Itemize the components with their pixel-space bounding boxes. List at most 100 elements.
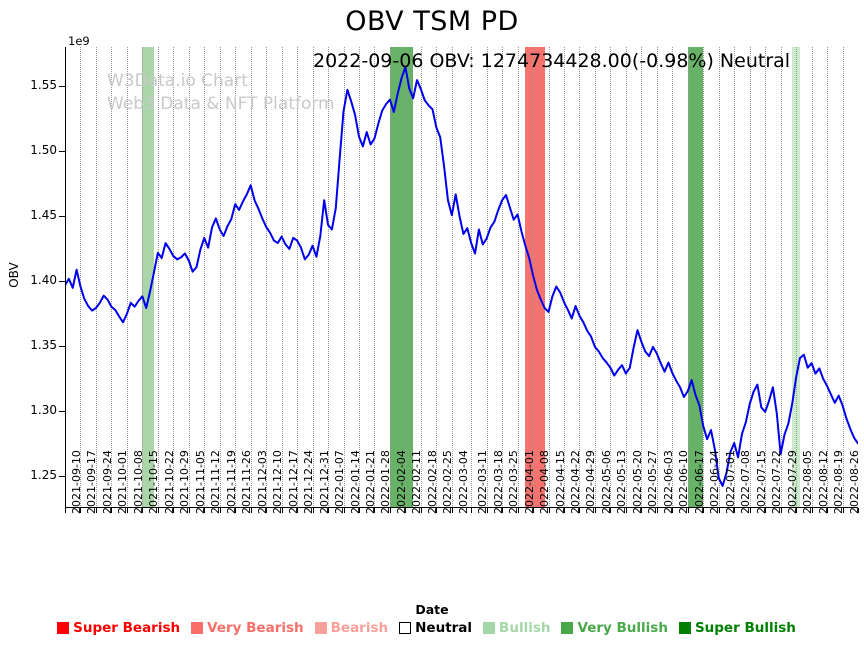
- gridline: [811, 47, 813, 508]
- gridline: [389, 47, 391, 508]
- x-tick-label: 2022-06-17: [692, 450, 706, 514]
- x-tick-label: 2022-01-07: [333, 450, 347, 514]
- y-axis-offset-label: 1e9: [68, 34, 90, 48]
- x-tick-mark: [625, 508, 627, 513]
- x-tick-mark: [405, 508, 407, 513]
- gridline: [765, 47, 767, 508]
- legend-entry[interactable]: Super Bullish: [678, 620, 796, 636]
- x-tick-mark: [80, 508, 82, 513]
- legend-swatch: [314, 622, 327, 634]
- legend-entry[interactable]: Very Bearish: [191, 620, 304, 636]
- x-tick-label: 2021-12-17: [286, 450, 300, 514]
- y-tick-mark: [59, 410, 65, 412]
- gridline: [718, 47, 720, 508]
- gridline: [734, 47, 736, 508]
- x-tick-label: 2022-07-29: [785, 450, 799, 514]
- x-tick-label: 2022-02-18: [425, 450, 439, 514]
- legend-swatch: [561, 622, 574, 634]
- gridline: [486, 47, 488, 508]
- legend-label: Super Bearish: [73, 620, 181, 636]
- x-tick-label: 2022-02-25: [441, 450, 455, 514]
- gridline: [780, 47, 782, 508]
- gridline: [142, 47, 144, 508]
- gridline: [250, 47, 252, 508]
- x-tick-label: 2022-08-26: [847, 450, 861, 514]
- x-tick-label: 2022-04-15: [553, 450, 567, 514]
- chart-title: OBV TSM PD: [345, 6, 519, 37]
- x-tick-mark: [297, 508, 299, 513]
- x-tick-mark: [796, 508, 798, 513]
- x-tick-mark: [811, 508, 813, 513]
- x-tick-label: 2022-05-20: [630, 450, 644, 514]
- x-tick-label: 2021-10-01: [116, 450, 130, 514]
- x-tick-label: 2022-04-22: [569, 450, 582, 514]
- x-tick-mark: [780, 508, 782, 513]
- x-tick-mark: [672, 508, 674, 513]
- x-tick-label: 2021-12-24: [302, 450, 316, 514]
- gridline: [517, 47, 519, 508]
- gridline: [672, 47, 674, 508]
- legend-entry[interactable]: Bullish: [483, 620, 550, 636]
- plot-area: [65, 47, 858, 508]
- x-tick-label: 2022-05-13: [615, 450, 629, 514]
- x-tick-label: 2022-05-06: [599, 450, 613, 514]
- legend-entry[interactable]: Bearish: [314, 620, 388, 636]
- gridline: [297, 47, 299, 508]
- x-tick-mark: [266, 508, 268, 513]
- x-axis-label: Date: [415, 602, 449, 617]
- x-tick-mark: [374, 508, 376, 513]
- x-tick-label: 2022-03-25: [507, 450, 521, 514]
- x-tick-mark: [343, 508, 345, 513]
- gridline: [80, 47, 82, 508]
- x-tick-label: 2021-09-24: [100, 450, 114, 514]
- x-tick-label: 2021-10-22: [162, 450, 176, 514]
- x-tick-label: 2022-06-03: [661, 450, 675, 514]
- obv-line: [65, 66, 858, 487]
- x-tick-label: 2022-04-29: [584, 450, 598, 514]
- gridline: [219, 47, 221, 508]
- obv-series-svg: [65, 66, 858, 487]
- x-tick-mark: [718, 508, 720, 513]
- x-tick-label: 2021-12-10: [271, 450, 285, 514]
- x-tick-mark: [95, 508, 97, 513]
- legend-label: Super Bullish: [694, 620, 796, 636]
- x-tick-mark: [579, 508, 581, 513]
- gridline: [157, 47, 159, 508]
- legend-label: Neutral: [415, 620, 473, 636]
- x-tick-label: 2022-02-04: [394, 450, 408, 514]
- legend-entry[interactable]: Neutral: [399, 620, 472, 636]
- x-tick-label: 2022-02-11: [410, 450, 424, 514]
- y-tick-mark: [59, 215, 65, 217]
- x-tick-label: 2022-07-01: [723, 450, 737, 514]
- legend-entry[interactable]: Very Bullish: [561, 620, 668, 636]
- x-tick-mark: [502, 508, 504, 513]
- gridline: [266, 47, 268, 508]
- gridline: [579, 47, 581, 508]
- gridline: [610, 47, 612, 508]
- x-tick-label: 2021-11-05: [193, 450, 207, 514]
- gridline: [126, 47, 128, 508]
- legend-swatch: [399, 622, 412, 634]
- gridline: [827, 47, 829, 508]
- x-tick-mark: [281, 508, 283, 513]
- legend-label: Bullish: [499, 620, 551, 636]
- x-tick-label: 2022-08-12: [816, 450, 830, 514]
- x-tick-mark: [142, 508, 144, 513]
- legend-entry[interactable]: Super Bearish: [57, 620, 180, 636]
- x-tick-label: 2022-03-18: [491, 450, 505, 514]
- signal-band: [687, 47, 704, 508]
- x-tick-label: 2022-08-19: [832, 450, 846, 514]
- latest-value-annotation: 2022-09-06 OBV: 1274734428.00(-0.98%) Ne…: [313, 50, 791, 72]
- gridline: [548, 47, 550, 508]
- legend-label: Very Bearish: [207, 620, 304, 636]
- x-tick-mark: [235, 508, 237, 513]
- x-tick-label: 2021-12-03: [255, 450, 269, 514]
- x-tick-mark: [204, 508, 206, 513]
- y-tick-label: 1.30: [30, 402, 57, 417]
- signal-band: [142, 47, 154, 508]
- x-tick-label: 2022-01-21: [363, 450, 377, 514]
- gridline: [436, 47, 438, 508]
- y-tick-label: 1.45: [30, 207, 57, 222]
- gridline: [188, 47, 190, 508]
- gridline: [594, 47, 596, 508]
